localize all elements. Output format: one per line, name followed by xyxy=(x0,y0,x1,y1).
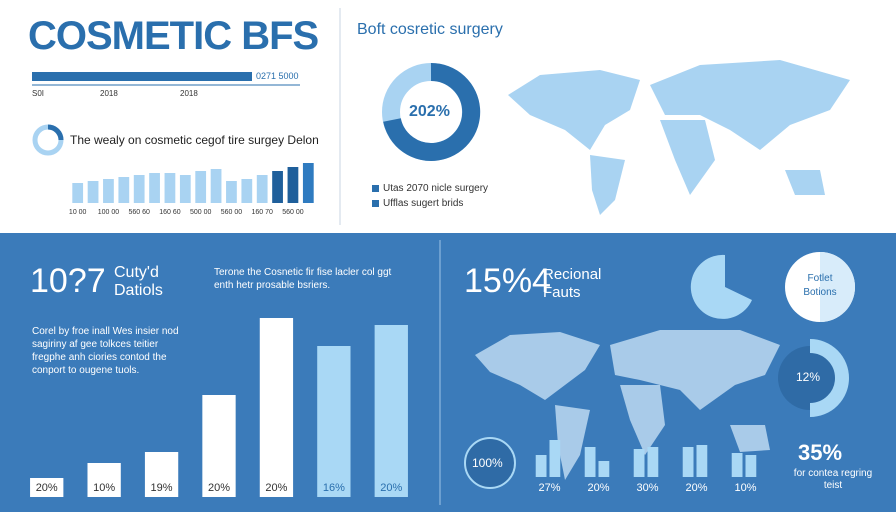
big-label: Recional Fauts xyxy=(543,266,602,301)
bar-label: 20% xyxy=(36,482,58,494)
bar xyxy=(195,171,207,203)
bar xyxy=(272,171,283,203)
bar xyxy=(87,463,121,497)
bar-label: 30% xyxy=(636,482,658,494)
bar-label: 20% xyxy=(380,482,402,494)
bar xyxy=(144,452,179,497)
bar xyxy=(133,175,145,203)
pie-icon xyxy=(690,254,752,319)
bar xyxy=(696,445,708,477)
bar-label: 20% xyxy=(685,482,707,494)
bar-label: 560 00 xyxy=(221,209,243,216)
bar xyxy=(302,163,314,203)
bar xyxy=(202,395,236,497)
bar xyxy=(118,177,130,203)
bar xyxy=(259,318,294,497)
icon-ring xyxy=(47,124,64,141)
donut-arc xyxy=(809,339,849,417)
bar xyxy=(164,173,176,203)
bar xyxy=(633,449,645,477)
bar-label: 500 00 xyxy=(190,209,212,216)
bar xyxy=(241,179,253,203)
stat: 35% xyxy=(798,440,843,465)
bar xyxy=(731,453,743,477)
donut-arc xyxy=(383,62,481,161)
donut-label: 202% xyxy=(409,103,450,120)
bar-label: 19% xyxy=(151,482,173,494)
heading: The wealy on cosmetic cegof tire surgey … xyxy=(70,133,319,147)
bar xyxy=(374,325,408,497)
bar xyxy=(149,173,160,203)
bar-label: 16% xyxy=(323,482,345,494)
bar xyxy=(87,181,99,203)
note-text: Terone the Cosnetic fir fise lacler col … xyxy=(214,267,392,291)
bar xyxy=(103,179,114,203)
bar-label: 560 00 xyxy=(282,209,304,216)
bar xyxy=(682,447,694,477)
bar-label: 160 70 xyxy=(251,209,273,216)
subtitle: Boft cosretic surgery xyxy=(357,21,503,38)
big-label: Cuty'd Datiols xyxy=(114,264,163,299)
bar-label: 20% xyxy=(208,482,230,494)
progress-tick: 2018 xyxy=(100,89,118,98)
bar-label: 10 00 xyxy=(69,209,87,216)
legend-swatch xyxy=(372,200,379,207)
bar xyxy=(72,183,84,203)
bar xyxy=(647,447,659,477)
bar xyxy=(549,440,561,477)
bar xyxy=(317,346,351,497)
bar xyxy=(287,167,299,203)
bar-label: 10% xyxy=(734,482,756,494)
body-text: Corel by froe inall Wes insier nod sagir… xyxy=(32,326,179,376)
legend-swatch xyxy=(372,185,379,192)
circle-label: Fotlet Botions xyxy=(803,273,837,298)
bar xyxy=(598,461,610,477)
world-map xyxy=(508,60,850,215)
bar-label: 20% xyxy=(265,482,287,494)
world-map xyxy=(475,330,780,480)
legend-entry: Ufflas sugert brids xyxy=(383,198,464,209)
circle-badge xyxy=(820,252,855,322)
bar xyxy=(179,175,191,203)
bar xyxy=(210,169,222,203)
progress-tick: 2018 xyxy=(180,89,198,98)
legend-entry: Utas 2070 nicle surgery xyxy=(383,183,489,194)
bar-label: 160 60 xyxy=(159,209,181,216)
bar-label: 560 60 xyxy=(128,209,150,216)
donut-bg xyxy=(778,346,842,410)
bar-label: 10% xyxy=(93,482,115,494)
stat-note: for contea regring teist xyxy=(793,468,873,491)
title: COSMETIC BFS xyxy=(28,14,319,58)
bar xyxy=(256,175,268,203)
big-number: 15%4 xyxy=(464,262,551,300)
progress-label: 0271 5000 xyxy=(256,71,299,81)
big-number: 10?7 xyxy=(30,262,106,300)
bar-label: 20% xyxy=(587,482,609,494)
bar xyxy=(584,447,596,477)
donut-label: 12% xyxy=(796,370,821,384)
bar xyxy=(226,181,237,203)
bar xyxy=(745,455,757,477)
bar xyxy=(30,478,64,497)
bar xyxy=(535,455,547,477)
badge-ring xyxy=(464,437,516,489)
bar-label: 100 00 xyxy=(98,209,120,216)
bar-label: 27% xyxy=(538,482,560,494)
progress-tick: S0I xyxy=(32,89,45,98)
badge-label: 100% xyxy=(472,456,503,470)
progress-bar xyxy=(32,72,252,81)
